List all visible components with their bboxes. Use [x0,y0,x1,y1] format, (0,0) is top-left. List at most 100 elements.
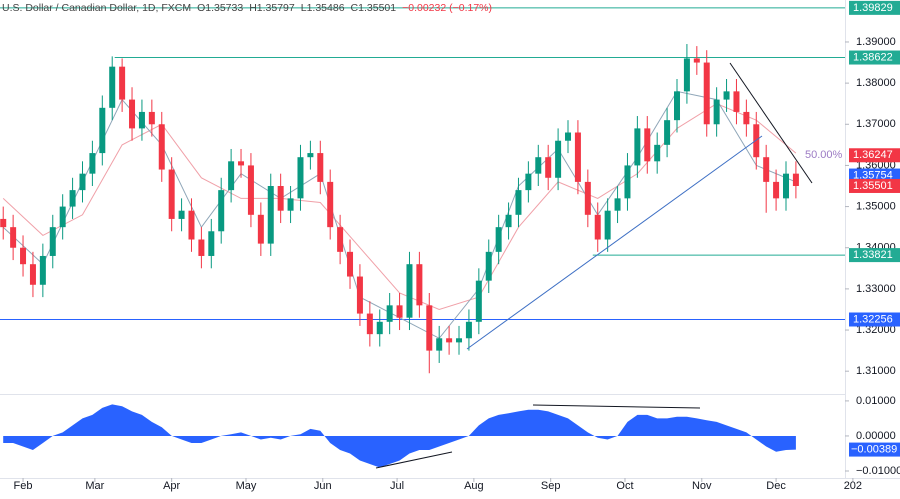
candle-body [545,157,552,178]
price-label-bg [849,312,900,327]
moving-average [2,103,797,311]
y-tick-label: 1.39000 [856,36,896,48]
candle-body [20,247,27,265]
candle-body [148,111,155,125]
candle-body [505,214,512,228]
osc-y-tick-label: 0.01000 [856,395,896,407]
price-label-bg [849,50,900,65]
candle-body [436,338,443,351]
candle-body [604,210,611,240]
y-tick-label: 1.37000 [856,118,896,130]
x-tick-label: Nov [692,480,712,492]
candle-body [158,124,165,170]
quote-value: −0.00232 (−0.17%) [402,2,492,14]
price-label-bg [849,148,900,163]
candle-body [337,227,344,252]
candle-body [713,99,720,125]
header: U.S. Dollar / Canadian Dollar, 1D, FXCM … [2,2,492,14]
osc-last-label: −0.00389 [851,443,897,455]
price-label: 1.33821 [853,249,893,261]
candle-body [267,186,274,244]
price-label: 1.39829 [853,2,893,14]
candle-body [733,91,740,112]
candle-body [129,99,136,129]
candle-body [39,255,46,285]
candle-body [485,251,492,281]
candle-body [406,264,413,318]
quote-value: O1.35733 [197,2,243,14]
candle-body [763,157,770,182]
quote-value: L1.35486 [301,2,345,14]
candle-body [396,305,403,318]
oscillator-trend-line [532,404,701,409]
candle-body [465,321,472,339]
price-label: 1.36247 [853,149,893,161]
y-tick-label: 1.38000 [856,77,896,89]
candle-body [238,161,245,166]
candle-body [109,66,116,108]
candle-body [495,227,502,252]
y-tick-label: 1.33000 [856,283,896,295]
candle-body [307,153,314,158]
osc-last-label-bg [849,442,900,457]
candle-body [624,165,631,199]
candle-body [703,62,710,125]
fib-label: 50.00% [805,149,843,161]
x-tick-label: Oct [616,480,633,492]
candle-body [0,218,7,228]
candle-body [119,66,126,100]
candle-body [208,231,215,256]
candle-body [49,227,56,256]
trend-line [466,135,763,350]
candle-body [69,190,76,207]
candle-body [743,111,750,125]
y-tick-label: 1.36000 [856,159,896,171]
candle-body [426,305,433,351]
candle-body [584,181,591,215]
x-tick-label: Dec [766,480,786,492]
candle-body [218,190,225,232]
candle-body [228,161,235,191]
price-label: 1.35754 [853,169,893,181]
candle-body [456,338,463,343]
candle-body [327,181,334,228]
candle-body [376,321,383,335]
candle-body [257,214,264,244]
candle-body [475,280,482,322]
candle-body [515,190,522,215]
candle-body [446,338,453,343]
osc-y-tick-label: −0.01000 [856,465,900,477]
candle-body [773,181,780,199]
candle-body [792,173,799,187]
x-tick-label: Sep [541,480,561,492]
candle-body [178,210,185,219]
candle-body [644,128,651,162]
candle-body [416,264,423,306]
oscillator-trend-line [375,451,453,469]
candle-body [10,227,17,248]
candle-body [247,165,254,215]
candle-body [366,313,373,335]
candle-body [138,111,145,129]
candle-body [664,120,671,145]
candle-body [525,173,532,191]
candle-body [535,157,542,174]
price-label-bg [849,178,900,193]
candle-body [59,206,66,228]
plot-area [0,7,845,468]
price-label: 1.32256 [853,313,893,325]
candle-body [674,91,681,121]
candle-body [634,128,641,166]
candle-body [565,132,572,141]
candle-body [89,153,96,174]
osc-y-tick-label: 0.00000 [856,430,896,442]
candle-body [594,214,601,240]
candle-body [277,186,284,211]
price-label-bg [849,0,900,15]
x-tick-label: Jun [314,480,332,492]
candle-body [79,173,86,191]
quote-value: H1.35797 [249,2,295,14]
candle-body [654,144,661,162]
y-tick-label: 1.31000 [856,365,896,377]
